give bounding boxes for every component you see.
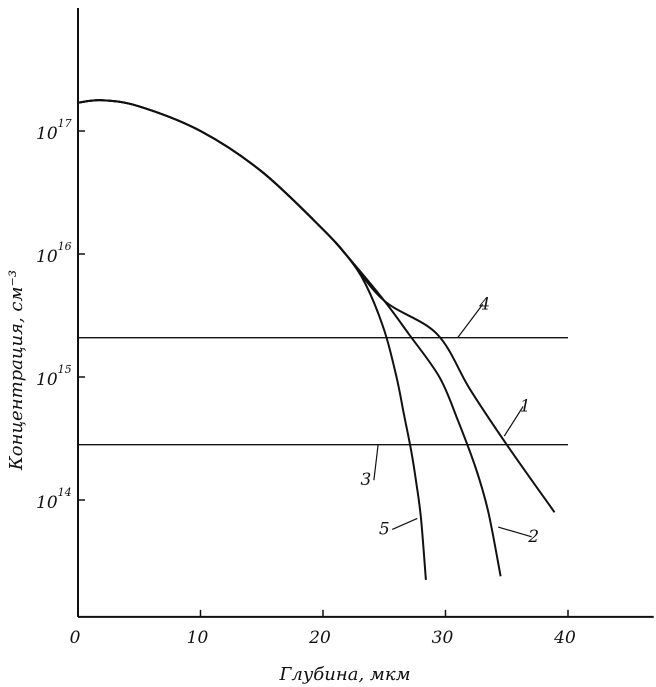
y-tick-label: 1014: [36, 486, 72, 513]
curve-5: [78, 100, 426, 580]
y-tick-exponent: 16: [58, 240, 72, 253]
axes: 0 10 20 30 40 1014 1015 1016 1017 Глубина, мкм Кон…: [6, 8, 654, 685]
x-tick-label: 40: [553, 628, 576, 648]
curve-label-1: 1: [520, 396, 531, 416]
curve-label-5: 5: [379, 519, 390, 539]
y-tick-exponent: 15: [58, 363, 72, 376]
curve-label-4: 4: [478, 294, 490, 314]
x-tick-label: 10: [187, 628, 209, 648]
labels: 1 2 3 4 5: [360, 294, 539, 546]
y-tick-exponent: 17: [58, 117, 72, 130]
curves: [78, 100, 568, 580]
y-axis-label: Концентрация, см⁻³: [6, 270, 27, 471]
y-tick-label: 1016: [36, 240, 72, 267]
x-tick-label: 0: [70, 628, 81, 648]
y-tick-label: 1017: [36, 117, 72, 144]
x-axis-label: Глубина, мкм: [278, 664, 410, 685]
y-tick-exponent: 14: [58, 486, 72, 499]
leader-line-5: [392, 518, 417, 529]
curve-label-3: 3: [360, 470, 371, 490]
y-tick-label: 1015: [36, 363, 72, 390]
leader-line-2: [498, 527, 532, 537]
leader-line-3: [374, 445, 378, 481]
x-tick-label: 20: [308, 628, 331, 648]
curve-label-2: 2: [527, 527, 539, 547]
x-tick-label: 30: [432, 628, 454, 648]
